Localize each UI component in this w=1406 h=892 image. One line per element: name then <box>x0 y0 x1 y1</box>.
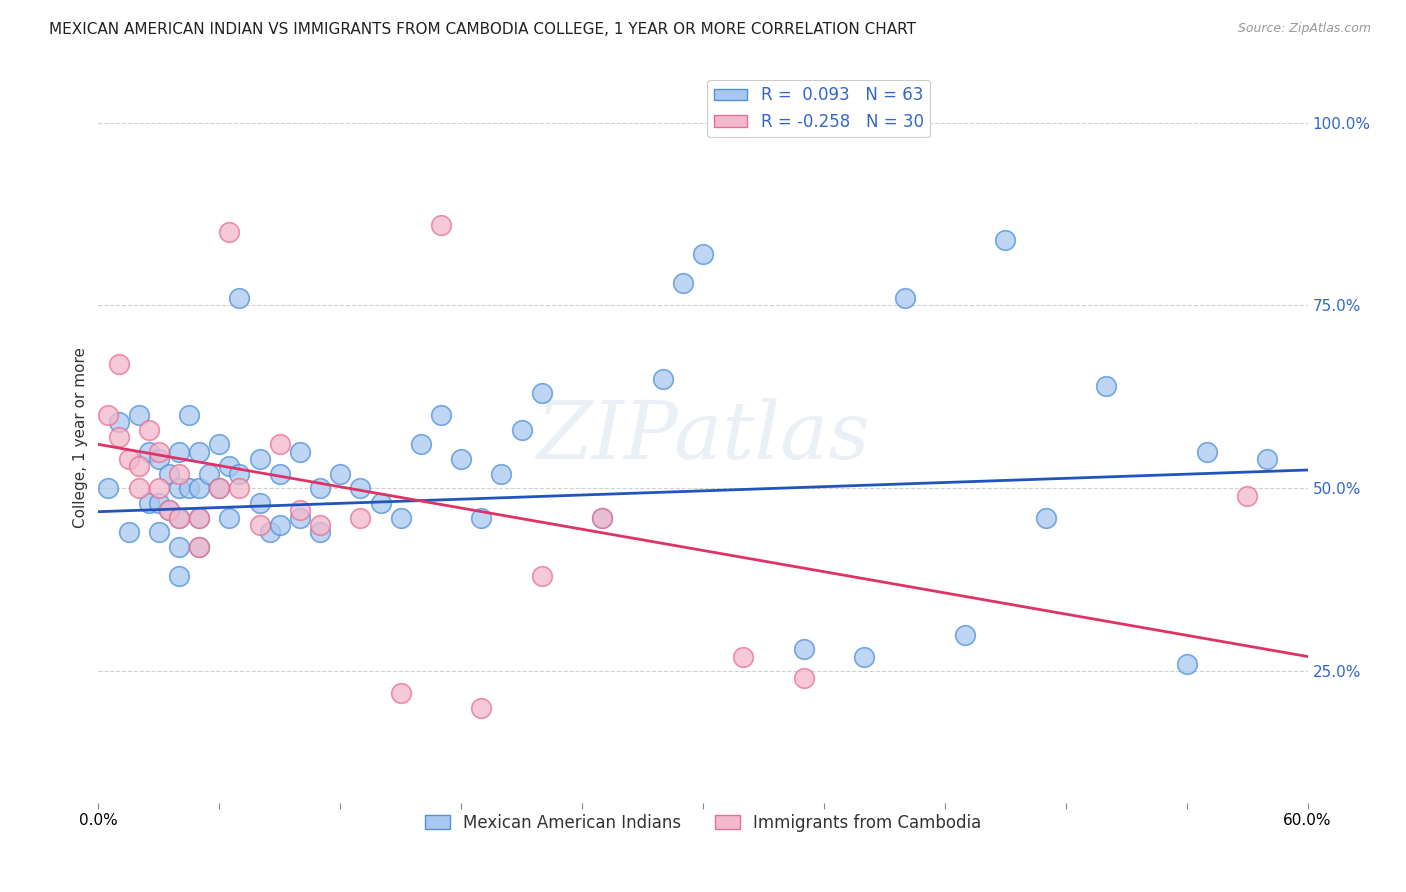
Point <box>389 510 412 524</box>
Point <box>249 517 271 532</box>
Point <box>128 459 150 474</box>
Point <box>269 517 291 532</box>
Point <box>138 423 160 437</box>
Point <box>138 496 160 510</box>
Point <box>128 408 150 422</box>
Point <box>530 569 553 583</box>
Point <box>309 525 332 540</box>
Point <box>1035 510 1057 524</box>
Point <box>218 225 240 239</box>
Point <box>157 467 180 481</box>
Point <box>692 247 714 261</box>
Text: ZIPatlas: ZIPatlas <box>536 399 870 475</box>
Point <box>1175 657 1198 671</box>
Point <box>208 437 231 451</box>
Point <box>228 467 250 481</box>
Point <box>208 481 231 495</box>
Point <box>672 277 695 291</box>
Point <box>167 481 190 495</box>
Point <box>288 503 311 517</box>
Point <box>188 444 211 458</box>
Point <box>157 503 180 517</box>
Point <box>793 642 815 657</box>
Point <box>1195 444 1218 458</box>
Text: Source: ZipAtlas.com: Source: ZipAtlas.com <box>1237 22 1371 36</box>
Point <box>430 218 453 232</box>
Point <box>309 517 332 532</box>
Point <box>218 510 240 524</box>
Point <box>1095 379 1118 393</box>
Point <box>188 481 211 495</box>
Point <box>733 649 755 664</box>
Point <box>793 672 815 686</box>
Point <box>249 452 271 467</box>
Point <box>167 540 190 554</box>
Point <box>148 496 170 510</box>
Point <box>269 467 291 481</box>
Point <box>309 481 332 495</box>
Point <box>128 481 150 495</box>
Point <box>97 408 120 422</box>
Point <box>893 291 915 305</box>
Point <box>188 540 211 554</box>
Point <box>288 444 311 458</box>
Point <box>530 386 553 401</box>
Point <box>953 627 976 641</box>
Point <box>1236 489 1258 503</box>
Point <box>188 540 211 554</box>
Point <box>118 452 141 467</box>
Point <box>853 649 876 664</box>
Point <box>148 452 170 467</box>
Point <box>1256 452 1278 467</box>
Point <box>97 481 120 495</box>
Point <box>157 503 180 517</box>
Point <box>994 233 1017 247</box>
Y-axis label: College, 1 year or more: College, 1 year or more <box>73 347 89 527</box>
Point <box>167 510 190 524</box>
Point <box>148 444 170 458</box>
Point <box>259 525 281 540</box>
Point <box>167 444 190 458</box>
Point <box>167 569 190 583</box>
Point <box>138 444 160 458</box>
Point <box>349 481 371 495</box>
Point <box>470 700 492 714</box>
Point <box>218 459 240 474</box>
Point <box>198 467 221 481</box>
Point <box>179 481 201 495</box>
Point <box>179 408 201 422</box>
Point <box>370 496 392 510</box>
Point <box>510 423 533 437</box>
Point <box>591 510 613 524</box>
Point <box>329 467 352 481</box>
Point <box>107 430 129 444</box>
Point <box>288 510 311 524</box>
Point <box>167 510 190 524</box>
Point <box>389 686 412 700</box>
Point <box>450 452 472 467</box>
Point <box>148 481 170 495</box>
Point <box>491 467 513 481</box>
Point <box>167 467 190 481</box>
Point <box>470 510 492 524</box>
Point <box>430 408 453 422</box>
Point <box>591 510 613 524</box>
Point <box>188 510 211 524</box>
Point <box>249 496 271 510</box>
Point <box>651 371 673 385</box>
Point <box>269 437 291 451</box>
Point <box>107 357 129 371</box>
Point <box>188 510 211 524</box>
Legend: Mexican American Indians, Immigrants from Cambodia: Mexican American Indians, Immigrants fro… <box>418 807 988 838</box>
Point <box>208 481 231 495</box>
Point <box>148 525 170 540</box>
Point <box>107 416 129 430</box>
Text: MEXICAN AMERICAN INDIAN VS IMMIGRANTS FROM CAMBODIA COLLEGE, 1 YEAR OR MORE CORR: MEXICAN AMERICAN INDIAN VS IMMIGRANTS FR… <box>49 22 917 37</box>
Point <box>349 510 371 524</box>
Point <box>228 481 250 495</box>
Point <box>409 437 432 451</box>
Point <box>118 525 141 540</box>
Point <box>228 291 250 305</box>
